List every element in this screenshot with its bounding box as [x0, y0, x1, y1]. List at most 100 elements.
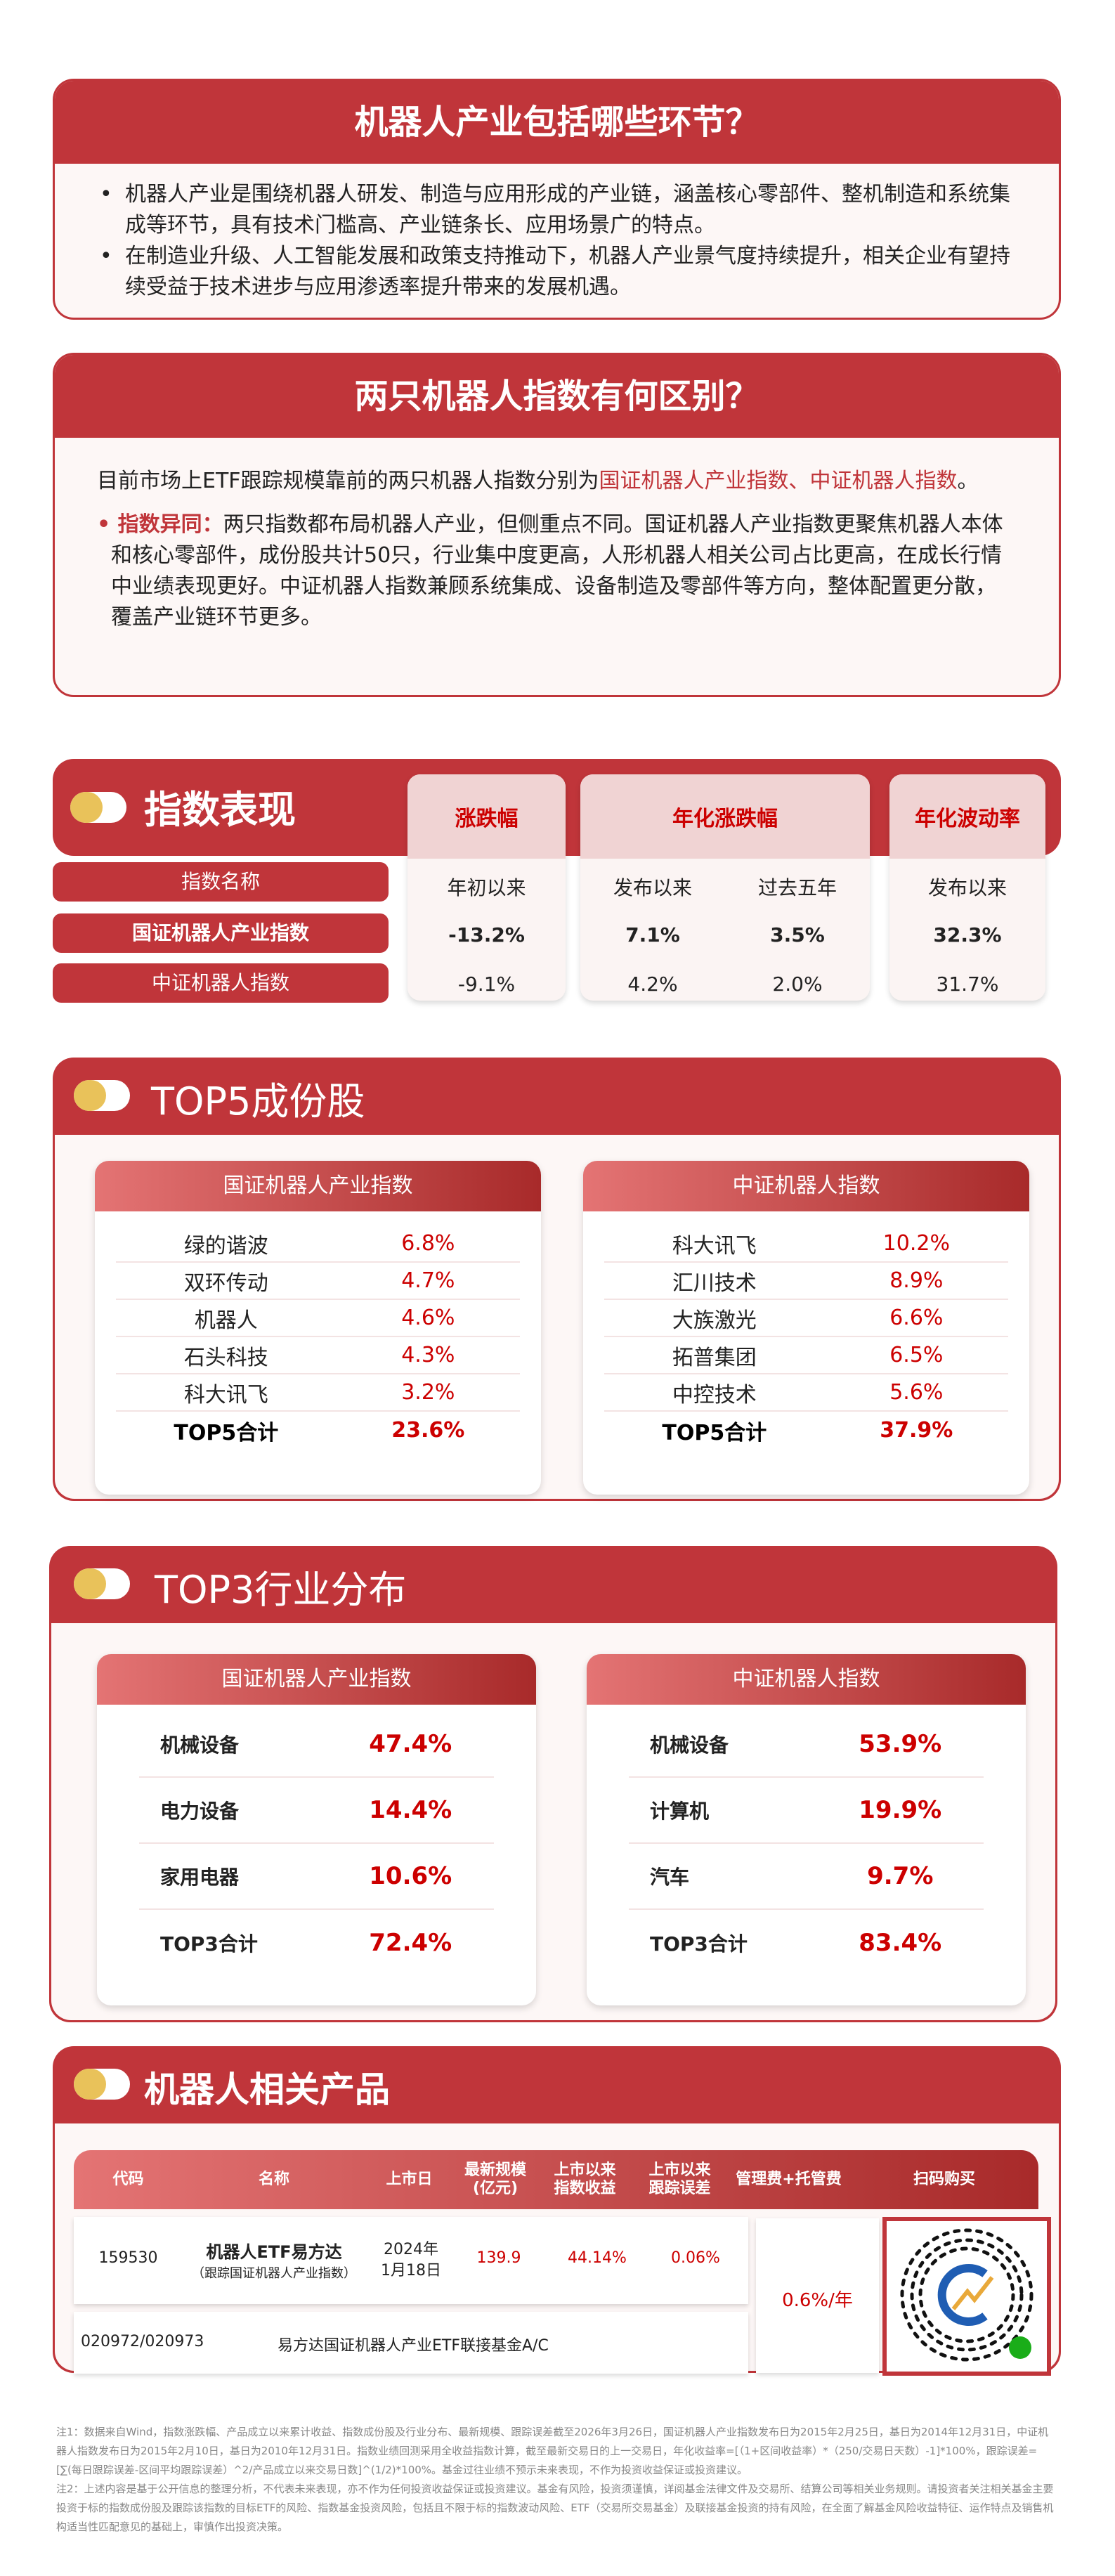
column-header: 上市以来 跟踪误差	[648, 2161, 711, 2197]
total-label: TOP3合计	[650, 1932, 748, 1956]
index-label: 国证机器人产业指数	[53, 913, 389, 953]
constituent-row: 双环传动 4.7%	[116, 1263, 520, 1300]
qr-code[interactable]	[882, 2217, 1051, 2376]
footnote: 注1：数据来自Wind，指数涨跌幅、产品成立以来累计收益、指数成份股及行业分布、…	[56, 2426, 1049, 2476]
value-cell: 4.2%	[627, 972, 678, 996]
fee-cell: 0.6%/年	[756, 2218, 879, 2373]
column-change: 涨跌幅 年初以来 -13.2% -9.1%	[407, 774, 566, 1001]
sub-header: 过去五年	[757, 876, 837, 899]
section-title: 指数表现	[144, 788, 296, 832]
qr-code-icon	[900, 2228, 1034, 2362]
panel-title: 中证机器人指数	[587, 1654, 1026, 1705]
industry-name: 家用电器	[160, 1866, 240, 1889]
difference-text: • 指数异同：两只指数都布局机器人产业，但侧重点不同。国证机器人产业指数更聚焦机…	[55, 497, 1059, 633]
toggle-pill-icon	[70, 792, 126, 823]
industry-row: 家用电器 10.6%	[139, 1844, 494, 1910]
industry-name: 机械设备	[160, 1733, 240, 1757]
stock-weight: 10.2%	[882, 1231, 950, 1256]
products-table-header: 代码 名称 上市日 最新规模 (亿元) 上市以来 指数收益 上市以来 跟踪误差 管理费+托管…	[74, 2150, 1038, 2209]
stock-weight: 6.5%	[889, 1343, 944, 1367]
value-cell: 7.1%	[625, 923, 680, 947]
footnotes: 注1：数据来自Wind，指数涨跌幅、产品成立以来累计收益、指数成份股及行业分布、…	[56, 2423, 1054, 2537]
bullet-list: 机器人产业是围绕机器人研发、制造与应用形成的产业链，涵盖核心零部件、整机制造和系…	[55, 164, 1059, 303]
fee-value: 0.6%/年	[782, 2290, 853, 2311]
industry-row: 电力设备 14.4%	[139, 1778, 494, 1844]
value-cell: 3.5%	[770, 923, 825, 947]
intro-suffix: 。	[957, 469, 979, 493]
column-header: 上市日	[386, 2171, 433, 2188]
stock-weight: 6.8%	[401, 1231, 455, 1256]
section-title: TOP5成份股	[151, 1079, 365, 1124]
total-label: TOP3合计	[160, 1932, 258, 1956]
total-row: TOP3合计 72.4%	[139, 1910, 494, 1976]
fund-name: 易方达国证机器人产业ETF联接基金A/C	[278, 2337, 549, 2355]
stock-name: 石头科技	[183, 1345, 268, 1370]
stock-name: 绿的谐波	[183, 1233, 268, 1258]
column-header: 年化波动率	[889, 774, 1045, 859]
value-cell: -9.1%	[457, 972, 516, 996]
constituent-row: 拓普集团 6.5%	[604, 1337, 1008, 1374]
total-value: 37.9%	[880, 1418, 953, 1443]
total-row: TOP5合计 23.6%	[116, 1412, 520, 1449]
section-title: 机器人相关产品	[144, 2069, 390, 2110]
column-header: 管理费+托管费	[736, 2171, 842, 2188]
stock-weight: 4.3%	[401, 1343, 455, 1367]
constituent-row: 汇川技术 8.9%	[604, 1263, 1008, 1300]
column-annualized-change: 年化涨跌幅 发布以来 过去五年 7.1% 3.5% 4.2% 2.0%	[580, 774, 870, 1001]
diff-label: • 指数异同：	[97, 512, 223, 537]
constituent-row: 中控技术 5.6%	[604, 1374, 1008, 1412]
fund-name: 机器人ETF易方达	[206, 2242, 342, 2262]
stock-name: 拓普集团	[672, 1345, 757, 1370]
total-value: 23.6%	[391, 1418, 465, 1443]
industry-name: 计算机	[650, 1800, 710, 1823]
total-value: 72.4%	[369, 1929, 452, 1957]
sub-header: 发布以来	[927, 876, 1007, 899]
constituent-row: 机器人 4.6%	[116, 1300, 520, 1337]
etf-row[interactable]: 159530 机器人ETF易方达 （跟踪国证机器人产业指数） 2024年 1月1…	[74, 2217, 748, 2304]
total-value: 83.4%	[859, 1929, 942, 1957]
industry-row: 机械设备 53.9%	[629, 1712, 984, 1778]
column-volatility: 年化波动率 发布以来 32.3% 31.7%	[889, 774, 1045, 1001]
column-header: 涨跌幅	[407, 774, 566, 859]
top3-panel: 中证机器人指数 机械设备 53.9% 计算机 19.9% 汽车 9.7% TOP3合计 83.…	[587, 1654, 1026, 2005]
stock-name: 中控技术	[672, 1382, 757, 1407]
total-label: TOP5合计	[662, 1420, 767, 1445]
top5-panel: 国证机器人产业指数 绿的谐波 6.8% 双环传动 4.7% 机器人 4.6% 石头科技 4.3…	[95, 1161, 541, 1495]
index-name-header: 指数名称	[53, 862, 389, 902]
fund-size: 139.9	[476, 2249, 521, 2267]
industry-row: 机械设备 47.4%	[139, 1712, 494, 1778]
fund-tracking: （跟踪国证机器人产业指数）	[192, 2266, 356, 2281]
index-label: 中证机器人指数	[53, 963, 389, 1003]
industry-name: 汽车	[650, 1866, 690, 1889]
column-header: 代码	[112, 2171, 144, 2188]
industry-name: 电力设备	[160, 1800, 240, 1823]
tracking-error: 0.06%	[671, 2249, 720, 2267]
intro-highlight: 国证机器人产业指数、中证机器人指数	[599, 469, 958, 493]
intro-prefix: 目前市场上ETF跟踪规模靠前的两只机器人指数分别为	[97, 469, 599, 493]
card-title: 机器人产业包括哪些环节？	[55, 81, 1059, 164]
constituent-row: 科大讯飞 3.2%	[116, 1374, 520, 1412]
stock-weight: 4.7%	[401, 1268, 455, 1293]
sub-header: 发布以来	[613, 876, 692, 899]
industry-weight: 10.6%	[369, 1862, 452, 1890]
stock-name: 科大讯飞	[672, 1233, 757, 1258]
link-fund-row[interactable]: 020972/020973 易方达国证机器人产业ETF联接基金A/C	[74, 2312, 748, 2374]
value-cell: 32.3%	[933, 923, 1002, 947]
toggle-pill-icon	[74, 1080, 130, 1111]
industry-row: 计算机 19.9%	[629, 1778, 984, 1844]
top5-panel: 中证机器人指数 科大讯飞 10.2% 汇川技术 8.9% 大族激光 6.6% 拓普集团 6.5…	[583, 1161, 1029, 1495]
column-header: 最新规模 (亿元)	[464, 2161, 526, 2197]
sub-header: 年初以来	[447, 876, 526, 899]
value-cell: 2.0%	[772, 972, 823, 996]
stock-name: 大族激光	[672, 1308, 757, 1333]
industry-weight: 14.4%	[369, 1796, 452, 1824]
constituent-row: 绿的谐波 6.8%	[116, 1225, 520, 1263]
total-row: TOP5合计 37.9%	[604, 1412, 1008, 1449]
bullet-item: 在制造业升级、人工智能发展和政策支持推动下，机器人产业景气度持续提升，相关企业有…	[100, 241, 1017, 303]
stock-weight: 6.6%	[889, 1306, 944, 1330]
fund-code: 159530	[98, 2249, 158, 2267]
constituent-row: 石头科技 4.3%	[116, 1337, 520, 1374]
stock-weight: 3.2%	[401, 1380, 455, 1405]
industry-weight: 19.9%	[859, 1796, 942, 1824]
diff-body: 两只指数都布局机器人产业，但侧重点不同。国证机器人产业指数更聚焦机器人本体和核心…	[111, 512, 1003, 630]
